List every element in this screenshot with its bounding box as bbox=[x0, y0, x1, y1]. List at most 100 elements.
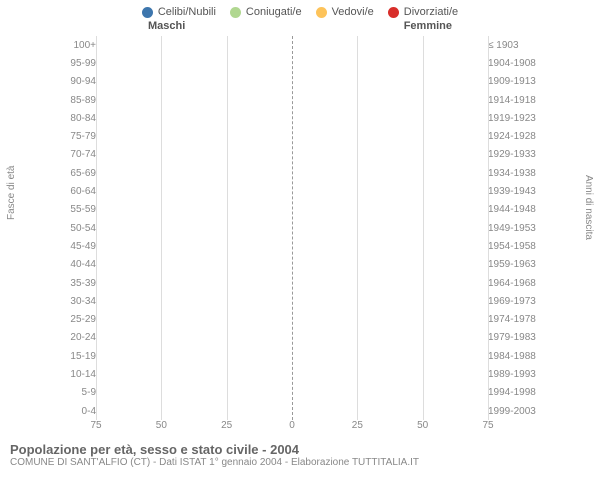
birth-label: 1919-1923 bbox=[484, 113, 544, 124]
age-row: 20-24 1979-1983 bbox=[56, 329, 544, 347]
age-label: 20-24 bbox=[56, 332, 98, 343]
chart-title: Popolazione per età, sesso e stato civil… bbox=[10, 442, 590, 457]
male-half bbox=[98, 329, 291, 347]
age-row: 65-691934-1938 bbox=[56, 164, 544, 182]
x-tick: 50 bbox=[156, 420, 167, 431]
male-half bbox=[98, 384, 291, 402]
female-half bbox=[291, 91, 484, 109]
chart-subtitle: COMUNE DI SANT'ALFIO (CT) - Dati ISTAT 1… bbox=[10, 457, 590, 468]
age-row: 35-39 1964-1968 bbox=[56, 274, 544, 292]
male-half bbox=[98, 164, 291, 182]
age-label: 95-99 bbox=[56, 58, 98, 69]
age-row: 95-99 1904-1908 bbox=[56, 54, 544, 72]
age-row: 100+≤ 1903 bbox=[56, 36, 544, 54]
birth-label: 1959-1963 bbox=[484, 259, 544, 270]
age-row: 40-44 1959-1963 bbox=[56, 256, 544, 274]
age-row: 0-4 1999-2003 bbox=[56, 402, 544, 420]
x-tick: 25 bbox=[352, 420, 363, 431]
age-label: 5-9 bbox=[56, 387, 98, 398]
age-label: 15-19 bbox=[56, 351, 98, 362]
female-half bbox=[291, 219, 484, 237]
age-label: 100+ bbox=[56, 40, 98, 51]
label-femmine: Femmine bbox=[404, 20, 452, 32]
male-half bbox=[98, 274, 291, 292]
legend-item: Vedovi/e bbox=[316, 6, 374, 18]
age-label: 55-59 bbox=[56, 204, 98, 215]
male-half bbox=[98, 365, 291, 383]
male-half bbox=[98, 256, 291, 274]
age-label: 0-4 bbox=[56, 406, 98, 417]
female-half bbox=[291, 365, 484, 383]
age-label: 65-69 bbox=[56, 168, 98, 179]
birth-label: 1949-1953 bbox=[484, 223, 544, 234]
female-half bbox=[291, 237, 484, 255]
age-row: 85-89 1914-1918 bbox=[56, 91, 544, 109]
birth-label: 1924-1928 bbox=[484, 131, 544, 142]
male-half bbox=[98, 73, 291, 91]
age-label: 85-89 bbox=[56, 95, 98, 106]
age-label: 50-54 bbox=[56, 223, 98, 234]
female-half bbox=[291, 201, 484, 219]
age-label: 45-49 bbox=[56, 241, 98, 252]
birth-label: 1999-2003 bbox=[484, 406, 544, 417]
x-tick: 0 bbox=[289, 420, 295, 431]
y-axis-title-left: Fasce di età bbox=[6, 166, 17, 220]
age-label: 30-34 bbox=[56, 296, 98, 307]
legend-item: Coniugati/e bbox=[230, 6, 302, 18]
legend-label: Vedovi/e bbox=[332, 6, 374, 18]
chart-footer: Popolazione per età, sesso e stato civil… bbox=[0, 436, 600, 468]
birth-label: 1914-1918 bbox=[484, 95, 544, 106]
birth-label: 1964-1968 bbox=[484, 278, 544, 289]
population-pyramid: 100+≤ 190395-991904-190890-941909-191385… bbox=[56, 36, 544, 420]
age-row: 70-741929-1933 bbox=[56, 146, 544, 164]
age-label: 35-39 bbox=[56, 278, 98, 289]
female-half bbox=[291, 310, 484, 328]
male-half bbox=[98, 201, 291, 219]
birth-label: 1954-1958 bbox=[484, 241, 544, 252]
birth-label: 1984-1988 bbox=[484, 351, 544, 362]
female-half bbox=[291, 36, 484, 54]
male-half bbox=[98, 182, 291, 200]
male-half bbox=[98, 91, 291, 109]
female-half bbox=[291, 292, 484, 310]
birth-label: 1969-1973 bbox=[484, 296, 544, 307]
birth-label: 1944-1948 bbox=[484, 204, 544, 215]
age-label: 60-64 bbox=[56, 186, 98, 197]
female-half bbox=[291, 256, 484, 274]
age-row: 5-9 1994-1998 bbox=[56, 384, 544, 402]
legend-label: Divorziati/e bbox=[404, 6, 458, 18]
female-half bbox=[291, 402, 484, 420]
birth-label: 1939-1943 bbox=[484, 186, 544, 197]
y-axis-title-right: Anni di nascita bbox=[583, 175, 594, 240]
male-half bbox=[98, 54, 291, 72]
legend-item: Celibi/Nubili bbox=[142, 6, 216, 18]
female-half bbox=[291, 274, 484, 292]
legend-item: Divorziati/e bbox=[388, 6, 458, 18]
birth-label: 1904-1908 bbox=[484, 58, 544, 69]
male-half bbox=[98, 219, 291, 237]
legend: Celibi/Nubili Coniugati/e Vedovi/e Divor… bbox=[0, 0, 600, 20]
age-label: 40-44 bbox=[56, 259, 98, 270]
birth-label: 1989-1993 bbox=[484, 369, 544, 380]
age-row: 10-141989-1993 bbox=[56, 365, 544, 383]
female-half bbox=[291, 146, 484, 164]
birth-label: 1979-1983 bbox=[484, 332, 544, 343]
female-half bbox=[291, 164, 484, 182]
female-half bbox=[291, 182, 484, 200]
female-half bbox=[291, 73, 484, 91]
female-half bbox=[291, 329, 484, 347]
swatch-vedovi bbox=[316, 7, 327, 18]
age-label: 25-29 bbox=[56, 314, 98, 325]
female-half bbox=[291, 384, 484, 402]
age-row: 80-841919-1923 bbox=[56, 109, 544, 127]
birth-label: 1909-1913 bbox=[484, 76, 544, 87]
birth-label: 1994-1998 bbox=[484, 387, 544, 398]
age-label: 75-79 bbox=[56, 131, 98, 142]
age-row: 60-64 1939-1943 bbox=[56, 182, 544, 200]
swatch-coniug bbox=[230, 7, 241, 18]
age-row: 50-54 1949-1953 bbox=[56, 219, 544, 237]
male-half bbox=[98, 237, 291, 255]
age-row: 15-19 1984-1988 bbox=[56, 347, 544, 365]
birth-label: 1929-1933 bbox=[484, 149, 544, 160]
age-row: 25-291974-1978 bbox=[56, 310, 544, 328]
